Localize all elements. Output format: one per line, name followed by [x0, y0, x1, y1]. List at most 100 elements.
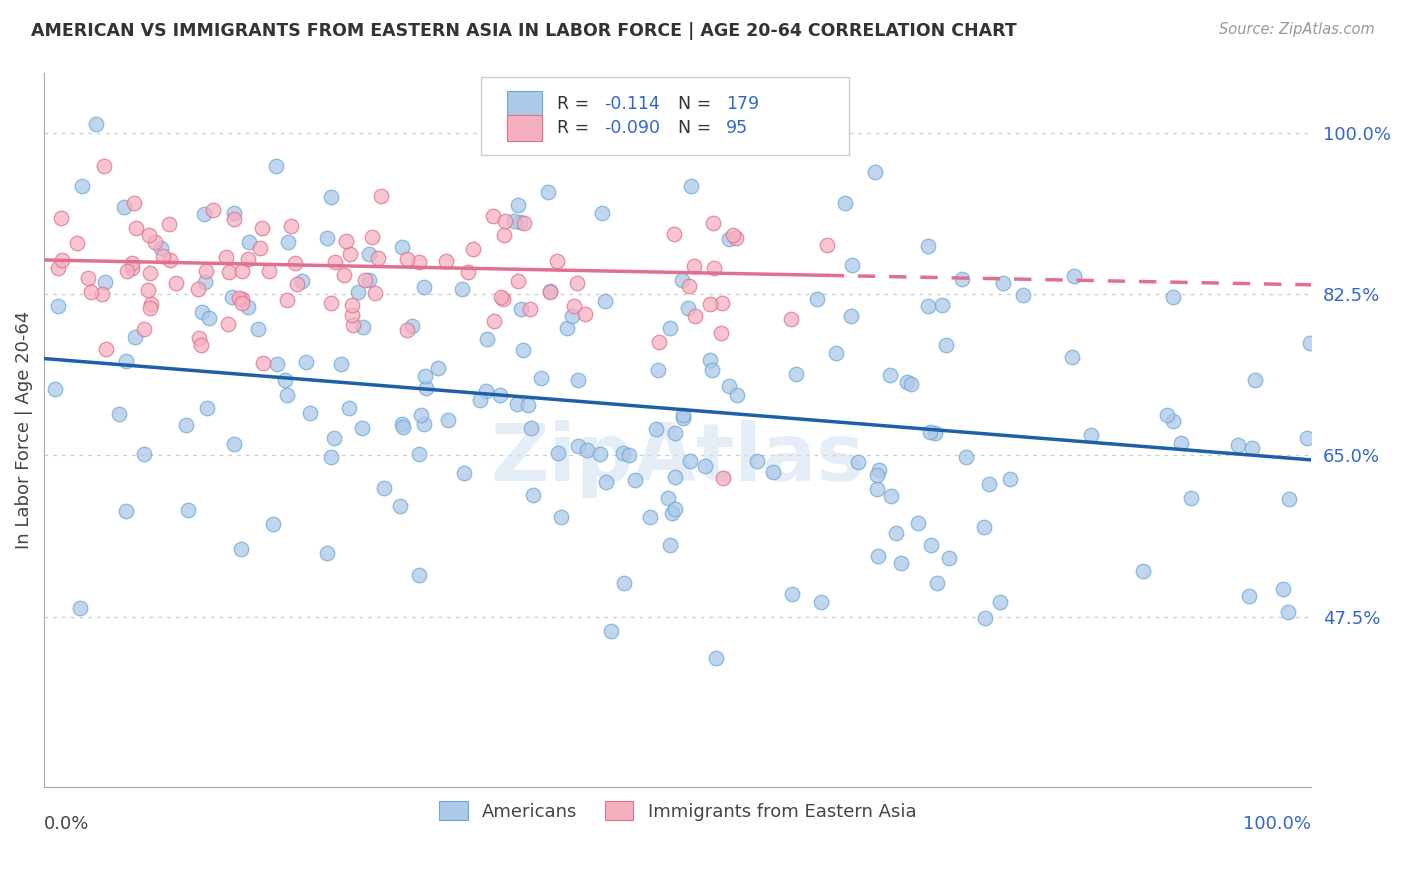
- Point: [352, 319, 374, 334]
- Point: [139, 266, 162, 280]
- Point: [316, 546, 339, 560]
- Point: [547, 446, 569, 460]
- Point: [676, 301, 699, 316]
- Point: [704, 651, 727, 665]
- Point: [228, 291, 250, 305]
- Point: [489, 290, 512, 304]
- Point: [412, 280, 434, 294]
- Point: [658, 321, 681, 335]
- Point: [991, 276, 1014, 290]
- Point: [470, 393, 492, 408]
- Point: [46, 299, 69, 313]
- Point: [681, 179, 703, 194]
- Point: [907, 516, 929, 530]
- Point: [593, 294, 616, 309]
- Point: [561, 309, 583, 323]
- Point: [266, 358, 288, 372]
- Point: [890, 556, 912, 570]
- Point: [1080, 428, 1102, 442]
- Point: [725, 231, 748, 245]
- Point: [264, 159, 287, 173]
- Point: [373, 481, 395, 495]
- Point: [96, 342, 118, 356]
- Point: [1277, 605, 1299, 619]
- Point: [806, 293, 828, 307]
- Point: [236, 252, 259, 266]
- Point: [159, 253, 181, 268]
- Point: [780, 587, 803, 601]
- Point: [370, 188, 392, 202]
- Point: [94, 275, 117, 289]
- Point: [198, 310, 221, 325]
- Point: [868, 463, 890, 477]
- Point: [329, 357, 352, 371]
- Text: R =: R =: [557, 119, 595, 137]
- Point: [360, 230, 382, 244]
- Point: [815, 238, 838, 252]
- Point: [917, 298, 939, 312]
- Point: [679, 454, 702, 468]
- Point: [187, 282, 209, 296]
- Point: [66, 236, 89, 251]
- Point: [693, 458, 716, 473]
- Point: [193, 207, 215, 221]
- Point: [124, 220, 146, 235]
- Point: [323, 431, 346, 445]
- Point: [229, 541, 252, 556]
- Point: [122, 196, 145, 211]
- Point: [134, 321, 156, 335]
- Point: [536, 186, 558, 200]
- Point: [546, 254, 568, 268]
- Point: [121, 256, 143, 270]
- Point: [699, 297, 721, 311]
- Point: [176, 417, 198, 432]
- Point: [298, 407, 321, 421]
- Point: [221, 289, 243, 303]
- Point: [711, 296, 734, 310]
- Point: [316, 231, 339, 245]
- Point: [413, 368, 436, 383]
- Point: [139, 301, 162, 315]
- Point: [474, 384, 496, 399]
- Point: [717, 379, 740, 393]
- Point: [647, 334, 669, 349]
- Point: [291, 274, 314, 288]
- Point: [72, 178, 94, 193]
- Point: [863, 165, 886, 179]
- Point: [710, 326, 733, 340]
- Point: [564, 299, 586, 313]
- Text: -0.114: -0.114: [605, 95, 659, 112]
- Point: [392, 420, 415, 434]
- Point: [672, 411, 695, 425]
- Point: [1226, 438, 1249, 452]
- Point: [238, 235, 260, 249]
- Text: -0.090: -0.090: [605, 119, 661, 137]
- Point: [1240, 441, 1263, 455]
- Point: [824, 346, 846, 360]
- Point: [231, 293, 253, 307]
- Point: [661, 506, 683, 520]
- Point: [600, 624, 623, 638]
- Point: [114, 354, 136, 368]
- Point: [457, 265, 479, 279]
- Text: 179: 179: [725, 95, 759, 112]
- Point: [1161, 289, 1184, 303]
- Point: [623, 473, 645, 487]
- Point: [574, 307, 596, 321]
- Point: [285, 277, 308, 291]
- Point: [339, 247, 361, 261]
- Point: [138, 227, 160, 242]
- Point: [461, 242, 484, 256]
- Point: [503, 213, 526, 227]
- Point: [112, 200, 135, 214]
- Point: [401, 318, 423, 333]
- Point: [595, 475, 617, 489]
- Point: [1170, 436, 1192, 450]
- Point: [672, 409, 695, 423]
- Point: [711, 471, 734, 485]
- Point: [718, 232, 741, 246]
- Point: [152, 249, 174, 263]
- Point: [262, 516, 284, 531]
- Point: [247, 322, 270, 336]
- Point: [224, 212, 246, 227]
